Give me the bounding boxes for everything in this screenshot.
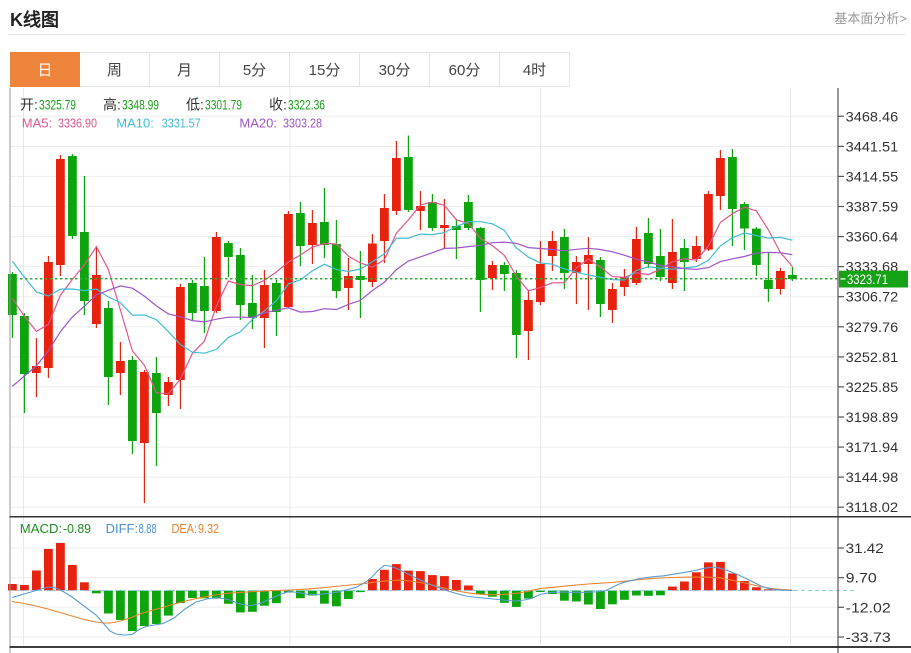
svg-text:3360.64: 3360.64 xyxy=(846,229,899,245)
svg-text:3325.79: 3325.79 xyxy=(39,96,76,112)
svg-text:3322.36: 3322.36 xyxy=(288,96,325,112)
svg-text:3468.46: 3468.46 xyxy=(846,108,899,124)
svg-text:3198.89: 3198.89 xyxy=(846,409,899,425)
svg-text:3303.28: 3303.28 xyxy=(283,115,322,130)
svg-text:收:: 收: xyxy=(269,96,287,112)
svg-text:3144.98: 3144.98 xyxy=(846,469,899,485)
svg-text:3331.57: 3331.57 xyxy=(162,115,201,130)
svg-text:3387.59: 3387.59 xyxy=(846,199,899,215)
svg-text:9.70: 9.70 xyxy=(846,570,877,586)
svg-text:3118.02: 3118.02 xyxy=(846,499,899,515)
svg-text:-33.73: -33.73 xyxy=(846,629,891,645)
svg-text:9.32: 9.32 xyxy=(198,521,219,536)
svg-text:3301.79: 3301.79 xyxy=(205,96,242,112)
svg-text:8.88: 8.88 xyxy=(139,521,157,536)
svg-text:3279.76: 3279.76 xyxy=(846,319,899,335)
svg-text:3414.55: 3414.55 xyxy=(846,168,899,184)
svg-text:-0.89: -0.89 xyxy=(63,521,91,536)
svg-text:DIFF:: DIFF: xyxy=(106,521,139,536)
svg-text:低:: 低: xyxy=(186,96,204,112)
svg-text:3348.99: 3348.99 xyxy=(122,96,159,112)
svg-text:3252.81: 3252.81 xyxy=(846,349,899,365)
svg-text:开:: 开: xyxy=(20,96,38,112)
svg-text:高:: 高: xyxy=(103,96,121,112)
svg-text:3225.85: 3225.85 xyxy=(846,379,899,395)
svg-text:3333.68: 3333.68 xyxy=(846,259,899,275)
svg-text:3306.72: 3306.72 xyxy=(846,289,899,305)
svg-text:-12.02: -12.02 xyxy=(846,599,891,615)
svg-text:3323.71: 3323.71 xyxy=(847,271,888,287)
svg-text:MA10:: MA10: xyxy=(116,115,154,130)
svg-text:MACD:: MACD: xyxy=(20,521,62,536)
svg-text:3336.90: 3336.90 xyxy=(58,115,97,130)
svg-text:3171.94: 3171.94 xyxy=(846,439,899,455)
svg-text:MA5:: MA5: xyxy=(22,115,52,130)
svg-text:31.42: 31.42 xyxy=(846,540,884,556)
svg-text:MA20:: MA20: xyxy=(239,115,277,130)
svg-text:3441.51: 3441.51 xyxy=(846,138,899,154)
svg-text:DEA:: DEA: xyxy=(172,521,198,536)
